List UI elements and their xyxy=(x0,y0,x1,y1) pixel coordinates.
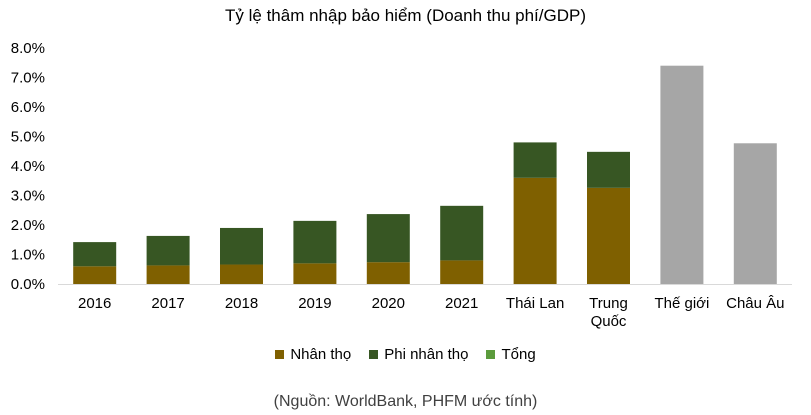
bar-phi-nhan-tho xyxy=(73,242,117,267)
x-tick-label: 2020 xyxy=(372,295,405,312)
bar-nhan-tho xyxy=(513,177,557,284)
x-tick-label-line: 2019 xyxy=(298,295,331,312)
bar-phi-nhan-tho xyxy=(146,235,190,266)
bar-nhan-tho xyxy=(440,260,484,284)
y-tick-label: 0.0% xyxy=(11,276,45,293)
bar-nhan-tho xyxy=(366,262,410,284)
source-note: (Nguồn: WorldBank, PHFM ước tính) xyxy=(273,393,538,410)
bar-nhan-tho xyxy=(587,187,630,284)
x-tick-label-line: 2021 xyxy=(445,295,478,312)
x-tick-label-line: 2016 xyxy=(78,295,111,312)
legend-label-tong: Tổng xyxy=(501,346,536,363)
y-tick-label: 3.0% xyxy=(11,188,45,205)
legend-swatch-tong xyxy=(486,350,496,359)
bar-nhan-tho xyxy=(220,264,263,284)
legend-label-phi-nhan-tho: Phi nhân thọ xyxy=(384,346,469,363)
bar-nhan-tho xyxy=(293,263,337,284)
legend-label-nhan-tho: Nhân thọ xyxy=(290,346,352,363)
legend-swatch-nhan-tho xyxy=(275,350,285,359)
x-tick-label: Trung Quốc xyxy=(589,295,628,330)
x-tick-label-line: Trung xyxy=(589,295,628,312)
legend-swatch-phi-nhan-tho xyxy=(369,350,379,359)
y-tick-label: 5.0% xyxy=(11,129,45,146)
x-tick-label-line: Thái Lan xyxy=(506,295,564,312)
y-tick-label: 1.0% xyxy=(11,247,45,264)
x-tick-label: 2016 xyxy=(78,295,111,312)
bar-tong xyxy=(660,65,704,284)
x-tick-label: 2019 xyxy=(298,295,331,312)
bar-phi-nhan-tho xyxy=(366,214,410,263)
bar-phi-nhan-tho xyxy=(587,151,630,188)
x-tick-label-line: 2020 xyxy=(372,295,405,312)
bar-nhan-tho xyxy=(146,265,190,284)
x-tick-label: Châu Âu xyxy=(726,295,784,312)
bar-phi-nhan-tho xyxy=(293,220,337,264)
y-tick-label: 4.0% xyxy=(11,158,45,175)
chart-title: Tỷ lệ thâm nhập bảo hiểm (Doanh thu phí/… xyxy=(225,6,586,25)
y-tick-label: 2.0% xyxy=(11,217,45,234)
y-tick-label: 8.0% xyxy=(11,40,45,57)
x-tick-label: 2018 xyxy=(225,295,258,312)
x-tick-label-line: Châu Âu xyxy=(726,295,784,312)
bar-phi-nhan-tho xyxy=(440,205,484,261)
legend-item-tong: Tổng xyxy=(486,346,536,363)
x-tick-label: 2021 xyxy=(445,295,478,312)
x-tick-label: Thái Lan xyxy=(506,295,564,312)
x-tick-label: 2017 xyxy=(151,295,184,312)
x-tick-label-line: Thế giới xyxy=(654,295,709,312)
x-tick-label-line: Quốc xyxy=(591,313,627,330)
chart-legend: Nhân thọ Phi nhân thọ Tổng xyxy=(0,346,811,363)
bar-tong xyxy=(733,143,777,284)
legend-item-phi-nhan-tho: Phi nhân thọ xyxy=(369,346,468,363)
legend-item-nhan-tho: Nhân thọ xyxy=(275,346,351,363)
y-tick-label: 6.0% xyxy=(11,99,45,116)
x-tick-label-line: 2018 xyxy=(225,295,258,312)
x-tick-label-line: 2017 xyxy=(151,295,184,312)
bar-nhan-tho xyxy=(73,266,117,284)
y-tick-label: 7.0% xyxy=(11,70,45,87)
bar-phi-nhan-tho xyxy=(513,142,557,178)
x-tick-label: Thế giới xyxy=(654,295,709,312)
bar-phi-nhan-tho xyxy=(220,227,263,265)
